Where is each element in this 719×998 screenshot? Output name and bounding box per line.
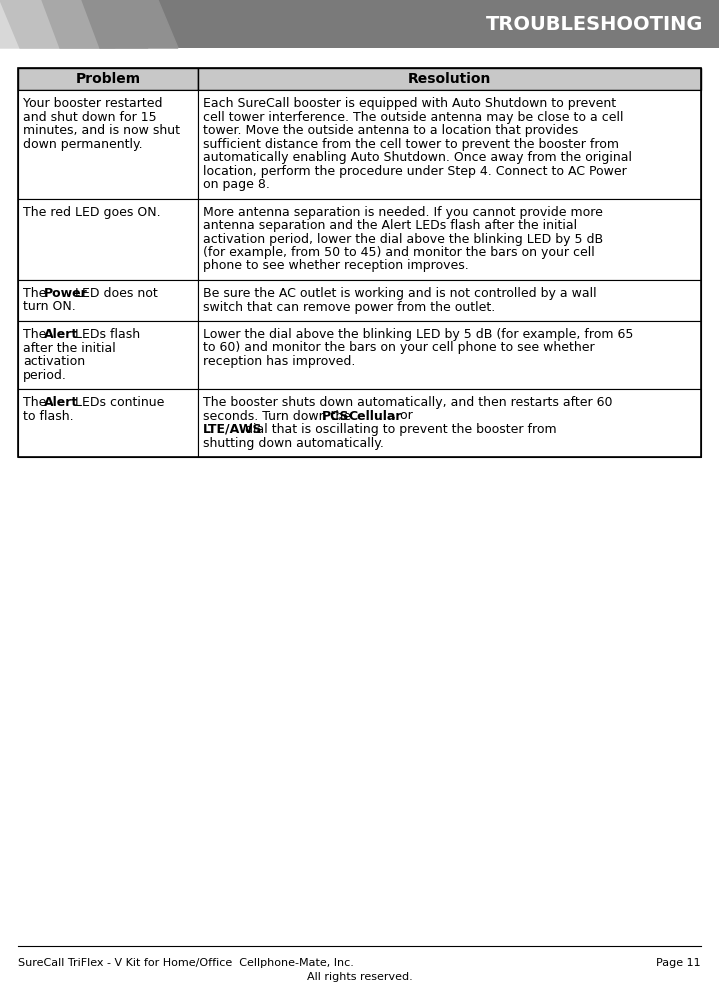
- Polygon shape: [0, 0, 115, 48]
- Text: The: The: [23, 287, 50, 300]
- Text: The: The: [23, 328, 50, 341]
- Text: switch that can remove power from the outlet.: switch that can remove power from the ou…: [203, 300, 495, 313]
- Text: down permanently.: down permanently.: [23, 138, 142, 151]
- Text: Your booster restarted: Your booster restarted: [23, 97, 162, 110]
- Text: activation period, lower the dial above the blinking LED by 5 dB: activation period, lower the dial above …: [203, 233, 603, 246]
- Text: The red LED goes ON.: The red LED goes ON.: [23, 206, 160, 219]
- Bar: [18, 389, 198, 457]
- Text: Alert: Alert: [44, 396, 78, 409]
- Bar: [198, 321, 701, 389]
- Polygon shape: [82, 0, 178, 48]
- Text: automatically enabling Auto Shutdown. Once away from the original: automatically enabling Auto Shutdown. On…: [203, 151, 632, 164]
- Text: LEDs flash: LEDs flash: [71, 328, 140, 341]
- Text: antenna separation and the Alert LEDs flash after the initial: antenna separation and the Alert LEDs fl…: [203, 219, 577, 232]
- Bar: [18, 199, 198, 280]
- Bar: [198, 389, 701, 457]
- Text: after the initial: after the initial: [23, 341, 116, 354]
- Polygon shape: [0, 0, 100, 48]
- Bar: [0, 0, 719, 48]
- Text: LTE/AWS: LTE/AWS: [203, 423, 262, 436]
- Text: phone to see whether reception improves.: phone to see whether reception improves.: [203, 259, 469, 272]
- Text: The booster shuts down automatically, and then restarts after 60: The booster shuts down automatically, an…: [203, 396, 613, 409]
- Text: reception has improved.: reception has improved.: [203, 355, 355, 368]
- Text: period.: period.: [23, 368, 67, 381]
- Text: cell tower interference. The outside antenna may be close to a cell: cell tower interference. The outside ant…: [203, 111, 623, 124]
- Text: sufficient distance from the cell tower to prevent the booster from: sufficient distance from the cell tower …: [203, 138, 619, 151]
- Bar: [18, 321, 198, 389]
- Text: tower. Move the outside antenna to a location that provides: tower. Move the outside antenna to a loc…: [203, 124, 578, 137]
- Text: Resolution: Resolution: [408, 72, 491, 86]
- Bar: [198, 199, 701, 280]
- Text: The: The: [23, 396, 50, 409]
- Text: More antenna separation is needed. If you cannot provide more: More antenna separation is needed. If yo…: [203, 206, 603, 219]
- Text: PCS: PCS: [322, 409, 349, 422]
- Text: ,: ,: [339, 409, 347, 422]
- Polygon shape: [42, 0, 148, 48]
- Bar: [198, 280, 701, 321]
- Bar: [198, 90, 701, 199]
- Bar: [18, 280, 198, 321]
- Text: Page 11: Page 11: [656, 958, 701, 968]
- Text: TROUBLESHOOTING: TROUBLESHOOTING: [485, 15, 703, 34]
- Text: , or: , or: [393, 409, 413, 422]
- Text: turn ON.: turn ON.: [23, 300, 75, 313]
- Text: shutting down automatically.: shutting down automatically.: [203, 436, 384, 449]
- Text: activation: activation: [23, 355, 85, 368]
- Text: and shut down for 15: and shut down for 15: [23, 111, 157, 124]
- Text: Power: Power: [44, 287, 88, 300]
- Text: on page 8.: on page 8.: [203, 178, 270, 191]
- Text: All rights reserved.: All rights reserved.: [306, 972, 413, 982]
- Text: Each SureCall booster is equipped with Auto Shutdown to prevent: Each SureCall booster is equipped with A…: [203, 97, 616, 110]
- Text: Lower the dial above the blinking LED by 5 dB (for example, from 65: Lower the dial above the blinking LED by…: [203, 328, 633, 341]
- Text: LEDs continue: LEDs continue: [71, 396, 165, 409]
- Text: minutes, and is now shut: minutes, and is now shut: [23, 124, 180, 137]
- Text: Problem: Problem: [75, 72, 140, 86]
- Text: Cellular: Cellular: [349, 409, 403, 422]
- Text: to 60) and monitor the bars on your cell phone to see whether: to 60) and monitor the bars on your cell…: [203, 341, 595, 354]
- Text: LED does not: LED does not: [71, 287, 157, 300]
- Text: location, perform the procedure under Step 4. Connect to AC Power: location, perform the procedure under St…: [203, 165, 627, 178]
- Bar: [18, 90, 198, 199]
- Bar: [18, 68, 198, 90]
- Text: seconds. Turn down the: seconds. Turn down the: [203, 409, 355, 422]
- Bar: [18, 68, 701, 457]
- Bar: [198, 68, 701, 90]
- Text: dial that is oscillating to prevent the booster from: dial that is oscillating to prevent the …: [241, 423, 557, 436]
- Text: Alert: Alert: [44, 328, 78, 341]
- Text: (for example, from 50 to 45) and monitor the bars on your cell: (for example, from 50 to 45) and monitor…: [203, 246, 595, 259]
- Text: to flash.: to flash.: [23, 409, 73, 422]
- Text: Be sure the AC outlet is working and is not controlled by a wall: Be sure the AC outlet is working and is …: [203, 287, 597, 300]
- Text: SureCall TriFlex - V Kit for Home/Office  Cellphone-Mate, Inc.: SureCall TriFlex - V Kit for Home/Office…: [18, 958, 354, 968]
